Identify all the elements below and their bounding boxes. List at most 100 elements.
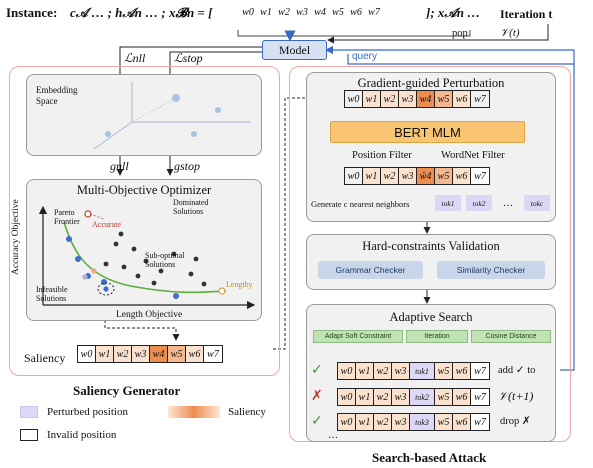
token-w3: w3 xyxy=(392,414,410,430)
row2-cross-mark: ✗ xyxy=(311,388,323,404)
length-axis-label: Length Objective xyxy=(116,310,183,320)
suboptimal-points xyxy=(103,231,207,287)
infeasible-label-line2: Solutions xyxy=(36,294,67,303)
loss-nll-label: ℒnll xyxy=(124,51,146,65)
similarity-checker: Similarity Checker xyxy=(437,261,545,279)
g-nll-label: gnll xyxy=(110,159,129,173)
token-w7: w7 xyxy=(471,168,489,184)
token-w0: w0 xyxy=(338,363,356,379)
token-w2: w2 xyxy=(374,389,392,405)
header-token-w5: w5 xyxy=(332,6,344,18)
instance-token-sequence: w0 w1 w2 w3 w4 w5 w6 w7 xyxy=(239,4,383,22)
pop-label: pop xyxy=(452,28,468,39)
instance-bracket xyxy=(237,30,471,37)
suboptimal-label-line2: Solutions xyxy=(145,260,176,269)
token-w7: w7 xyxy=(207,348,219,360)
lengthy-label: Lengthy xyxy=(226,280,253,289)
query-line xyxy=(347,54,575,371)
instance-label: Instance: xyxy=(6,5,58,20)
dominated-label-line2: Solutions xyxy=(173,207,204,216)
token-w7: w7 xyxy=(471,414,489,430)
legend-invalid-swatch xyxy=(20,429,38,441)
token-w3: w3 xyxy=(392,389,410,405)
tag-iteration: Iteration xyxy=(406,330,468,343)
token-w5: w5 xyxy=(435,389,453,405)
token-w4-hat: ŵ4 xyxy=(417,168,435,184)
header-token-w6: w6 xyxy=(350,6,362,18)
token-w7: w7 xyxy=(471,363,489,379)
token-w4: w4 xyxy=(150,346,168,362)
instance-suffix: ]; x𝒜n … xyxy=(426,5,481,20)
token-w1: w1 xyxy=(363,168,381,184)
token-w1: w1 xyxy=(363,91,381,107)
token-w1: w1 xyxy=(356,363,374,379)
neighbor-dots: … xyxy=(503,198,513,209)
header-token-w0: w0 xyxy=(242,6,254,18)
embedding-axes xyxy=(93,82,251,150)
adaptive-search-title: Adaptive Search xyxy=(389,310,473,324)
neighbor-tok2: tok2 xyxy=(466,195,492,211)
header-token-w1: w1 xyxy=(260,6,272,18)
infeasible-label-line1: Infeasible xyxy=(36,285,68,294)
token-w1: w1 xyxy=(96,346,114,362)
row1-check-mark: ✓ xyxy=(311,362,323,378)
row1-action: add ✓ to xyxy=(498,365,536,376)
grammar-checker: Grammar Checker xyxy=(318,261,423,279)
token-w6: w6 xyxy=(453,414,471,430)
pareto-label-line2: Frontier xyxy=(54,217,80,226)
embedding-label-line1: Embedding xyxy=(36,85,78,95)
token-w5: w5 xyxy=(168,346,186,362)
token-w3: w3 xyxy=(399,168,417,184)
loss-stop-label: ℒstop xyxy=(174,51,203,65)
optimizer-title: Multi-Objective Optimizer xyxy=(76,183,212,197)
query-arrow xyxy=(324,45,575,64)
header-token-w7: w7 xyxy=(368,6,380,18)
pareto-to-saliency-dashed xyxy=(104,290,180,341)
token-w7: w7 xyxy=(471,389,489,405)
token-w1: w1 xyxy=(356,414,374,430)
token-w2: w2 xyxy=(381,91,399,107)
token-w6: w6 xyxy=(453,363,471,379)
header-token-w4: w4 xyxy=(314,6,326,18)
token-w0: w0 xyxy=(345,91,363,107)
perturbation-input-sequence: w0 w1 w2 w3 w4 w5 w6 w7 xyxy=(344,90,490,108)
token-w3: w3 xyxy=(132,346,150,362)
accurate-label: Accurate xyxy=(92,220,121,229)
saliency-generator-title: Saliency Generator xyxy=(73,383,181,398)
nearest-neighbors-label: Generate c nearest neighbors xyxy=(311,199,410,209)
perturbed-token: tok3 xyxy=(410,414,435,430)
token-w5: w5 xyxy=(435,414,453,430)
token-w7: w7 xyxy=(474,93,486,105)
token-w3: w3 xyxy=(399,91,417,107)
instance-formula: c𝒜 … ; h𝒜n … ; x𝓑n = [ xyxy=(70,5,213,20)
token-w0: w0 xyxy=(78,346,96,362)
pareto-label-line1: Pareto xyxy=(54,208,75,217)
search-attack-title: Search-based Attack xyxy=(372,450,487,465)
token-w6: w6 xyxy=(453,91,471,107)
rows-ellipsis: … xyxy=(328,430,338,441)
token-w2: w2 xyxy=(374,414,392,430)
token-w3: w3 xyxy=(392,363,410,379)
search-row-2: w0 w1 w2 w3 tok2 w5 w6 w7 xyxy=(337,388,490,406)
token-w5: w5 xyxy=(435,363,453,379)
token-w6: w6 xyxy=(453,389,471,405)
legend-invalid-label: Invalid position xyxy=(47,429,117,441)
saliency-token-sequence: w0 w1 w2 w3 w4 w5 w6 w7 xyxy=(77,345,223,363)
perturbation-filtered-sequence: w0 w1 w2 w3 ŵ4 w5 w6 w7 xyxy=(344,167,490,185)
query-label: query xyxy=(352,51,378,62)
neighbor-tokc: tokc xyxy=(524,195,550,211)
token-w0: w0 xyxy=(345,168,363,184)
search-row-1: w0 w1 w2 w3 tok1 w5 w6 w7 xyxy=(337,362,490,380)
tag-cosine: Cosine Distance xyxy=(471,330,551,343)
token-w6: w6 xyxy=(186,346,204,362)
legend-saliency-swatch xyxy=(168,406,220,418)
suboptimal-label-line1: Sub-optimal xyxy=(145,251,185,260)
token-w6: w6 xyxy=(453,168,471,184)
pareto-plot xyxy=(38,205,256,310)
wordnet-filter-label: WordNet Filter xyxy=(441,150,505,161)
optimizer-panel xyxy=(26,179,262,321)
search-row-3: w0 w1 w2 w3 tok3 w5 w6 w7 xyxy=(337,413,490,431)
header-token-w2: w2 xyxy=(278,6,290,18)
embedding-label-line2: Space xyxy=(36,96,58,106)
